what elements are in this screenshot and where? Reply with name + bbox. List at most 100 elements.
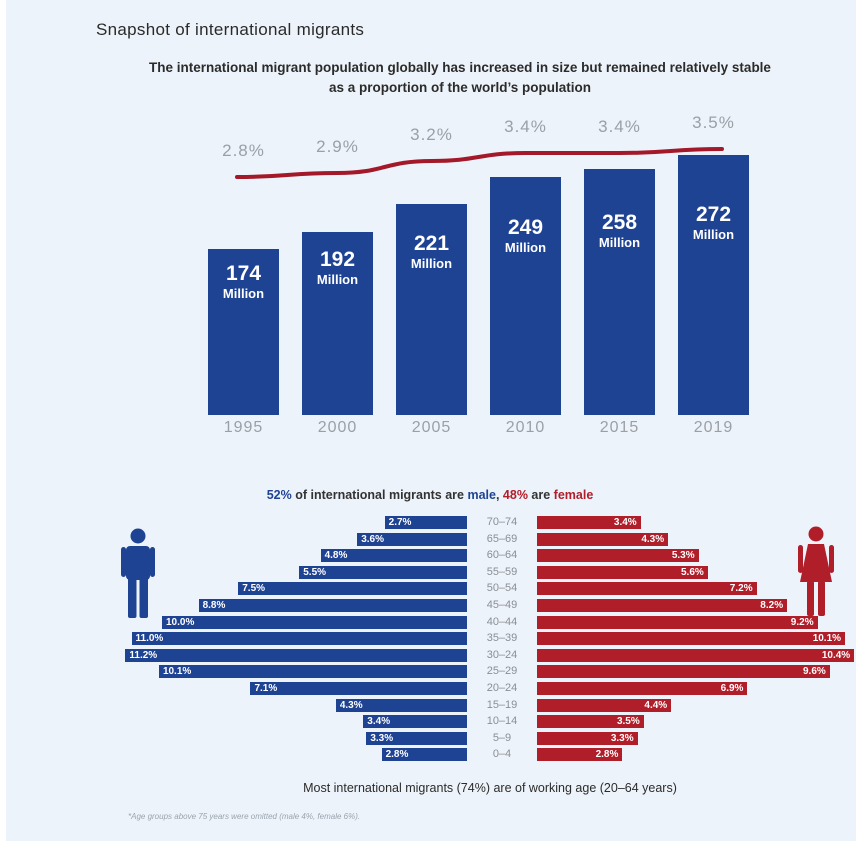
age-group-label: 45–49 xyxy=(486,599,518,611)
age-group-label: 0–4 xyxy=(492,748,512,761)
female-person-icon xyxy=(798,526,834,616)
male-age-value: 2.8% xyxy=(385,749,409,761)
population-bar-2010: 249 Million xyxy=(490,177,561,415)
female-age-bar: 8.2% xyxy=(537,599,788,612)
female-age-bar: 3.4% xyxy=(537,516,641,529)
male-age-value: 7.1% xyxy=(254,683,278,694)
female-age-value: 6.9% xyxy=(720,683,744,694)
share-percent-label: 3.4% xyxy=(504,117,547,136)
population-bar-2005: 221 Million xyxy=(396,203,467,415)
page-title: Snapshot of international migrants xyxy=(96,20,365,39)
female-age-value: 9.2% xyxy=(790,616,814,628)
male-age-value: 11.0% xyxy=(135,633,164,645)
age-group-label: 50–54 xyxy=(486,582,518,595)
female-age-value: 8.2% xyxy=(760,600,784,611)
male-age-bar: 11.0% xyxy=(131,632,467,646)
bar-unit-label: Million xyxy=(410,255,453,271)
female-age-bar: 9.2% xyxy=(537,615,818,629)
female-share-text: are xyxy=(527,488,554,502)
age-group-label: 10–14 xyxy=(486,715,518,728)
female-age-bar: 5.6% xyxy=(537,565,708,579)
female-age-bar: 3.3% xyxy=(537,731,638,745)
female-age-bar: 10.1% xyxy=(537,632,846,646)
male-age-value: 8.8% xyxy=(202,600,226,611)
bar-value-label: 272 xyxy=(695,203,732,227)
male-share: 52% xyxy=(266,488,292,502)
bar-value-label: 192 xyxy=(319,247,356,271)
female-age-value: 5.6% xyxy=(681,566,704,578)
male-age-bar: 2.8% xyxy=(381,748,467,762)
male-age-value: 3.6% xyxy=(361,533,384,545)
male-share-text: of international migrants are xyxy=(291,488,468,502)
male-age-bar: 2.7% xyxy=(384,516,467,529)
male-age-bar: 3.3% xyxy=(366,731,467,745)
male-age-value: 11.2% xyxy=(129,649,158,661)
share-percent-label: 3.5% xyxy=(692,113,735,132)
male-age-bar: 7.1% xyxy=(250,682,467,695)
male-word: male xyxy=(467,488,496,502)
share-percent-label: 3.2% xyxy=(410,125,453,144)
year-tick-label: 2019 xyxy=(693,419,734,436)
male-age-value: 3.4% xyxy=(367,716,391,728)
bar-unit-label: Million xyxy=(504,240,547,256)
population-bar-2019: 272 Million xyxy=(678,155,749,415)
male-age-bar: 3.6% xyxy=(357,532,467,546)
male-age-bar: 7.5% xyxy=(238,582,467,596)
male-age-bar: 4.3% xyxy=(335,698,467,712)
male-age-value: 5.5% xyxy=(303,566,327,578)
male-age-value: 3.3% xyxy=(370,732,394,744)
year-tick-label: 2000 xyxy=(317,419,358,436)
female-age-bar: 5.3% xyxy=(537,549,699,563)
bar-value-label: 221 xyxy=(413,231,450,255)
female-age-bar: 2.8% xyxy=(537,748,623,762)
female-age-value: 7.2% xyxy=(729,583,753,595)
age-group-label: 15–19 xyxy=(486,698,518,711)
male-age-value: 10.1% xyxy=(162,666,192,678)
working-age-note: Most international migrants (74%) are of… xyxy=(303,781,677,795)
male-age-value: 10.0% xyxy=(166,616,195,628)
male-age-bar: 4.8% xyxy=(320,549,467,563)
female-share: 48% xyxy=(502,488,528,502)
female-age-bar: 10.4% xyxy=(537,648,855,662)
gender-separator: , xyxy=(495,488,503,502)
female-age-bar: 3.5% xyxy=(537,715,644,729)
female-age-bar: 7.2% xyxy=(537,582,757,596)
age-group-label: 55–59 xyxy=(486,565,518,578)
male-age-bar: 8.8% xyxy=(198,599,467,612)
age-group-label: 25–29 xyxy=(486,665,518,678)
share-percent-label: 2.8% xyxy=(222,141,265,160)
year-tick-label: 2015 xyxy=(599,419,640,436)
female-word: female xyxy=(553,488,594,502)
female-age-value: 5.3% xyxy=(671,550,695,562)
age-group-label: 70–74 xyxy=(486,516,518,528)
chart-subtitle: The international migrant population glo… xyxy=(149,60,771,95)
male-age-bar: 11.2% xyxy=(125,648,467,662)
bar-unit-label: Million xyxy=(222,285,265,301)
female-age-bar: 4.4% xyxy=(537,698,672,712)
female-age-value: 3.3% xyxy=(610,732,634,744)
age-group-label: 20–24 xyxy=(486,682,518,694)
bar-value-label: 249 xyxy=(507,216,544,240)
bar-unit-label: Million xyxy=(598,235,641,251)
gender-split-caption: 52% of international migrants are male, … xyxy=(170,488,690,502)
age-group-label: 40–44 xyxy=(486,615,518,628)
share-percent-label: 3.4% xyxy=(598,117,641,136)
bar-unit-label: Million xyxy=(692,227,735,243)
female-age-value: 4.3% xyxy=(641,533,665,545)
bar-value-label: 174 xyxy=(225,261,262,285)
age-group-label: 30–24 xyxy=(486,648,518,661)
year-tick-label: 1995 xyxy=(223,419,264,436)
female-age-bar: 9.6% xyxy=(537,665,830,679)
bar-value-label: 258 xyxy=(601,211,638,235)
male-age-bar: 5.5% xyxy=(299,565,467,579)
population-bar-1995: 174 Million xyxy=(208,248,279,415)
male-age-value: 7.5% xyxy=(242,583,266,595)
age-group-footnote: *Age groups above 75 years were omitted … xyxy=(128,812,361,821)
female-age-value: 4.4% xyxy=(644,699,668,711)
age-group-label: 65–69 xyxy=(486,532,518,545)
age-group-label: 35–39 xyxy=(486,632,518,645)
year-tick-label: 2005 xyxy=(411,419,452,436)
female-age-value: 2.8% xyxy=(595,749,619,761)
population-bar-2015: 258 Million xyxy=(584,168,655,415)
male-age-bar: 10.1% xyxy=(158,665,467,679)
